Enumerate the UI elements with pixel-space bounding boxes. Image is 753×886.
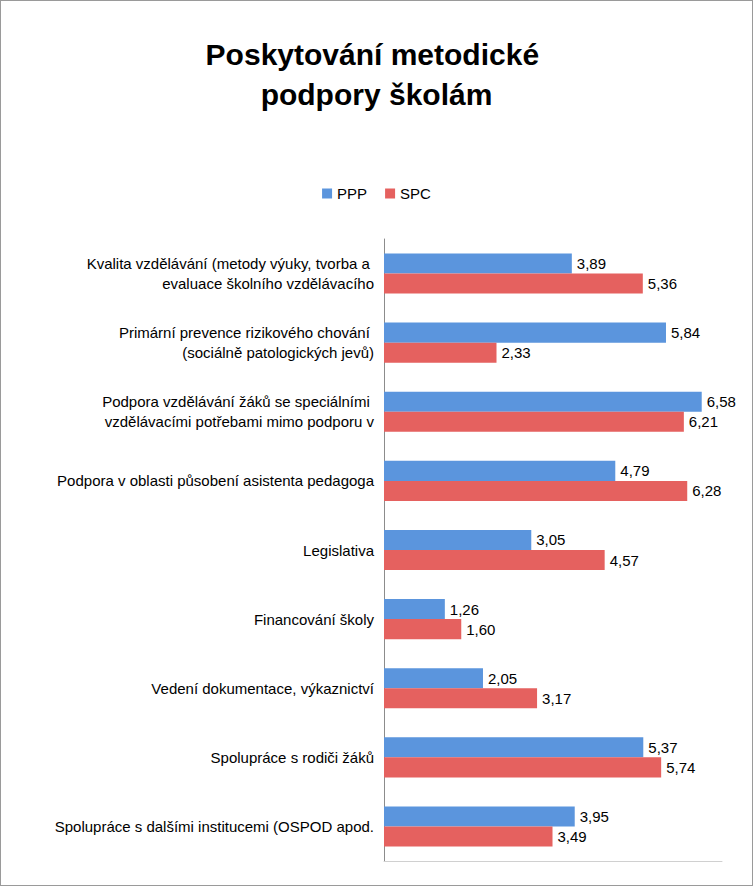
svg-text:Podpora vzdělávání žáků se spe: Podpora vzdělávání žáků se speciálními	[102, 393, 374, 410]
svg-text:Kvalita vzdělávání (metody výu: Kvalita vzdělávání (metody výuky, tvorba…	[87, 255, 374, 272]
svg-text:6,21: 6,21	[689, 413, 718, 430]
svg-text:6,28: 6,28	[692, 482, 721, 499]
svg-text:3,17: 3,17	[542, 690, 571, 707]
svg-text:Spolupráce s dalšími instituce: Spolupráce s dalšími institucemi (OSPOD …	[55, 818, 374, 835]
svg-text:Podpora v oblasti působení asi: Podpora v oblasti působení asistenta ped…	[57, 472, 375, 489]
svg-text:5,84: 5,84	[671, 324, 700, 341]
svg-text:Spolupráce s rodiči žáků: Spolupráce s rodiči žáků	[211, 749, 374, 766]
svg-text:5,37: 5,37	[648, 739, 677, 756]
svg-text:1,60: 1,60	[466, 621, 495, 638]
svg-text:Poskytování metodické: Poskytování metodické	[206, 38, 548, 71]
svg-text:Financování školy: Financování školy	[254, 611, 375, 628]
svg-text:5,74: 5,74	[666, 759, 695, 776]
svg-text:1,26: 1,26	[450, 601, 479, 618]
svg-text:Vedení dokumentace, výkaznictv: Vedení dokumentace, výkaznictví	[151, 680, 374, 697]
svg-text:3,05: 3,05	[536, 531, 565, 548]
svg-text:4,79: 4,79	[620, 462, 649, 479]
svg-text:3,49: 3,49	[558, 828, 587, 845]
svg-text:4,57: 4,57	[610, 552, 639, 569]
svg-text:podpory školám: podpory školám	[261, 78, 493, 111]
svg-text:3,95: 3,95	[580, 808, 609, 825]
svg-text:2,05: 2,05	[488, 670, 517, 687]
svg-text:SPC: SPC	[400, 185, 431, 202]
svg-text:evaluace školního vzdělávacího: evaluace školního vzdělávacího	[162, 275, 374, 292]
svg-text:PPP: PPP	[337, 185, 367, 202]
svg-text:3,89: 3,89	[577, 255, 606, 272]
svg-text:2,33: 2,33	[502, 344, 531, 361]
svg-text:Legislativa: Legislativa	[303, 542, 375, 559]
svg-text:Primární prevence rizikového c: Primární prevence rizikového chování	[119, 324, 374, 341]
svg-text:6,58: 6,58	[707, 393, 736, 410]
svg-text:5,36: 5,36	[648, 275, 677, 292]
svg-text:(sociálně patologických jevů): (sociálně patologických jevů)	[182, 344, 374, 361]
svg-text:vzdělávacími potřebami mimo po: vzdělávacími potřebami mimo podporu v	[105, 413, 375, 430]
